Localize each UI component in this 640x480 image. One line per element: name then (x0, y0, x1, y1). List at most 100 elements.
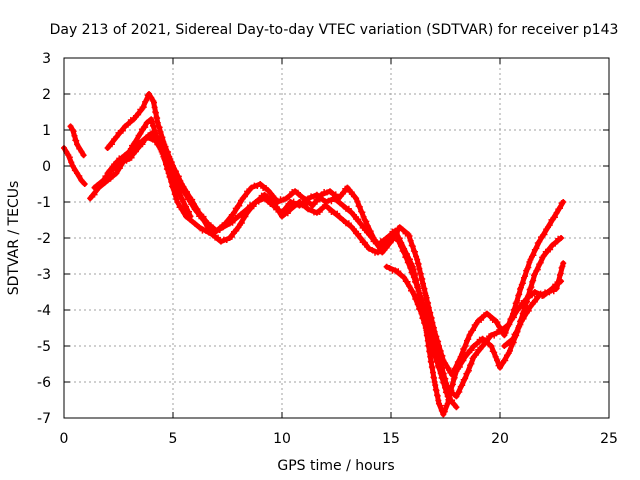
data-point (359, 209, 366, 216)
data-point (531, 298, 538, 305)
data-point (506, 347, 513, 354)
data-point (404, 278, 411, 285)
x-tick-label: 10 (273, 431, 291, 447)
data-point (413, 296, 420, 303)
data-point (517, 321, 524, 328)
data-point (236, 202, 243, 209)
data-point (296, 199, 303, 205)
data-point (540, 253, 547, 259)
data-point (432, 353, 439, 360)
data-point (369, 247, 376, 253)
data-point (242, 213, 249, 220)
data-point (148, 94, 155, 101)
x-tick-labels: 0 5 10 15 20 25 (60, 431, 618, 447)
data-point (137, 130, 144, 137)
data-point (156, 141, 163, 148)
data-point (453, 364, 460, 371)
data-point (238, 220, 245, 227)
data-point (241, 193, 248, 200)
data-point (187, 213, 194, 220)
data-point (172, 179, 179, 186)
data-point (204, 222, 211, 229)
data-point (411, 291, 418, 298)
data-point (119, 127, 126, 134)
x-tick-label: 0 (60, 431, 69, 447)
data-point (273, 203, 280, 210)
x-tick-label: 15 (382, 431, 400, 447)
data-point (456, 357, 463, 364)
data-point (533, 245, 540, 252)
data-point (544, 289, 551, 295)
data-point (478, 317, 485, 323)
axis-ticks (63, 57, 610, 419)
data-point (81, 181, 88, 187)
data-point (180, 198, 187, 205)
data-point (335, 195, 342, 202)
data-point (553, 209, 560, 216)
data-point (162, 154, 169, 161)
data-point (355, 230, 362, 237)
data-point (143, 97, 150, 104)
data-point (499, 326, 506, 333)
series-arc-3 (87, 116, 565, 418)
data-point (415, 285, 422, 292)
data-point (106, 170, 113, 177)
data-point (530, 252, 537, 259)
data-point (406, 283, 413, 290)
data-point (473, 341, 480, 348)
y-tick-label: -1 (37, 195, 51, 211)
data-point (401, 249, 408, 256)
data-point (313, 198, 320, 205)
data-point (326, 188, 333, 195)
data-point (166, 164, 173, 171)
data-point (536, 238, 543, 245)
data-point (268, 190, 275, 197)
data-point (80, 152, 87, 159)
data-point (66, 154, 73, 161)
data-point (152, 137, 159, 144)
data-point (555, 235, 562, 242)
data-point (504, 340, 511, 347)
data-point (207, 227, 214, 234)
data-point (70, 128, 77, 135)
data-point (560, 199, 567, 205)
data-point (277, 208, 284, 215)
data-point (510, 314, 517, 321)
data-point (270, 199, 277, 205)
data-point (377, 238, 384, 245)
data-point (345, 205, 352, 212)
chart-title: Day 213 of 2021, Sidereal Day-to-day VTE… (50, 22, 619, 38)
data-point (124, 121, 131, 128)
data-point (78, 177, 85, 184)
data-point (328, 198, 335, 205)
y-tick-label: 3 (42, 51, 51, 67)
data-point (486, 313, 493, 319)
data-point (520, 315, 527, 322)
data-point (494, 357, 501, 364)
data-point (370, 235, 377, 241)
data-point (183, 191, 190, 198)
x-tick-label: 25 (600, 431, 618, 447)
data-point (306, 199, 313, 206)
data-point (226, 216, 233, 223)
data-point (168, 169, 175, 176)
data-point (444, 393, 451, 400)
data-point (476, 336, 483, 343)
data-point (284, 210, 291, 217)
data-point (547, 246, 554, 253)
data-point (398, 243, 405, 250)
data-point (127, 117, 134, 123)
data-point (191, 220, 198, 227)
data-point (465, 367, 472, 374)
data-point (494, 319, 501, 326)
data-point (449, 371, 456, 378)
data-point (257, 181, 264, 187)
data-point (395, 268, 402, 275)
data-point (94, 182, 101, 189)
data-point (286, 193, 293, 200)
y-tick-label: -6 (37, 375, 51, 391)
data-point (469, 327, 476, 334)
data-point (514, 297, 521, 304)
x-tick-label: 5 (169, 431, 178, 447)
